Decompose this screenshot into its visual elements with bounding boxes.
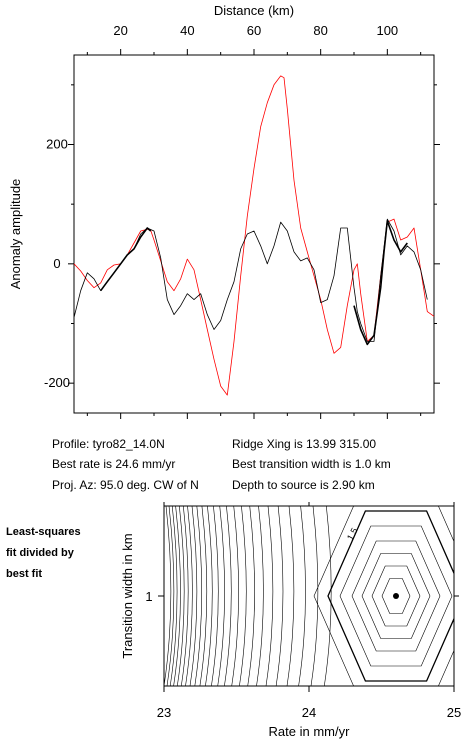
profile-text: Profile: tyro82_14.0N (52, 437, 165, 451)
side-note-line-3: best fit (6, 568, 42, 580)
contour-isoline (217, 506, 225, 686)
y-tick-label: -200 (44, 375, 70, 390)
contour-ring (339, 525, 453, 667)
contour-ring (381, 578, 411, 614)
width-tick-label: 1 (145, 589, 152, 604)
anomaly-ylabel: Anomaly amplitude (8, 179, 23, 290)
contour-isoline (256, 506, 264, 686)
contour-isoline (189, 506, 198, 686)
contour-isoline (265, 506, 274, 686)
y-tick-label: 200 (46, 137, 68, 152)
misfit-xlabel: Rate in mm/yr (269, 724, 351, 739)
x-tick-label: 80 (313, 23, 327, 38)
y-tick-label: 0 (53, 256, 60, 271)
best-width-text: Best transition width is 1.0 km (232, 457, 391, 471)
contour-isoline (177, 506, 185, 686)
contour-isoline (199, 506, 208, 686)
misfit-ylabel: Transition width in km (120, 533, 135, 658)
contour-ring (351, 540, 441, 652)
contour-isoline (247, 506, 255, 686)
misfit-contours (164, 506, 454, 686)
contour-isoline (239, 506, 247, 686)
contour-isoline (164, 506, 172, 686)
anomaly-xlabel: Distance (km) (214, 3, 294, 18)
contour-isoline (310, 506, 319, 686)
rate-tick-label: 25 (447, 705, 461, 720)
misfit-plot-frame (163, 505, 455, 687)
contour-ring (327, 510, 454, 682)
contour-isoline (185, 506, 193, 686)
contour-isoline (286, 506, 295, 686)
best-rate-text: Best rate is 24.6 mm/yr (52, 457, 175, 471)
contour-isoline (181, 506, 189, 686)
x-tick-label: 20 (113, 23, 127, 38)
side-note-line-1: Least-squares (6, 526, 81, 538)
contour-isoline (224, 506, 232, 686)
depth-text: Depth to source is 2.90 km (232, 478, 375, 492)
side-note-line-2: fit divided by (6, 547, 75, 559)
anomaly-plot-frame (73, 54, 435, 414)
anomaly-ticks: 20 40 60 80 100 -200 0 200 (44, 23, 440, 419)
x-tick-label: 60 (247, 23, 261, 38)
contour-isoline (166, 506, 175, 686)
anomaly-series (73, 75, 435, 396)
contour-isoline (275, 506, 284, 686)
x-tick-label: 40 (180, 23, 194, 38)
anomaly-line-3 (353, 220, 408, 346)
contour-ring (361, 553, 431, 639)
x-tick-label: 100 (376, 23, 398, 38)
contour-isoline (231, 506, 239, 686)
contour-isoline (324, 506, 332, 686)
anomaly-line-2 (100, 227, 152, 292)
contour-ring (371, 565, 421, 627)
proj-az-text: Proj. Az: 95.0 deg. CW of N (52, 478, 199, 492)
contour-isoline (298, 506, 306, 686)
anomaly-line-1 (73, 218, 428, 342)
contour-isoline (194, 506, 203, 686)
best-fit-marker (393, 593, 399, 599)
contour-isoline (211, 506, 219, 686)
contour-isoline (205, 506, 213, 686)
ridge-xing-text: Ridge Xing is 13.99 315.00 (232, 437, 376, 451)
rate-tick-label: 23 (157, 705, 171, 720)
contour-ring (313, 506, 454, 686)
contour-isoline (173, 506, 181, 686)
rate-tick-label: 24 (302, 705, 316, 720)
misfit-ticks: 23 24 25 1 (145, 502, 461, 720)
anomaly-line-0 (73, 75, 435, 396)
contour-isoline (169, 506, 178, 686)
